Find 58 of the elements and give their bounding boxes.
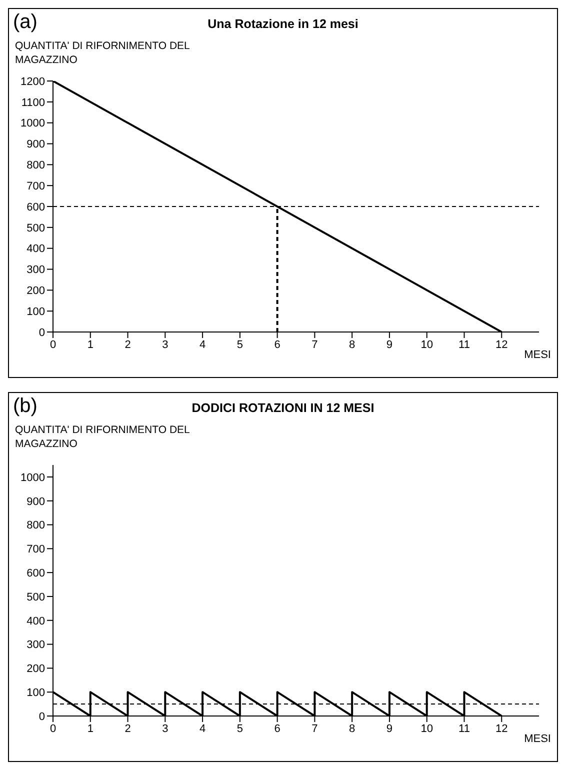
y-tick-label: 600 bbox=[26, 201, 45, 214]
chart-title: DODICI ROTAZIONI IN 12 MESI bbox=[192, 401, 374, 415]
x-axis-title: MESI bbox=[524, 349, 551, 361]
y-tick-label: 800 bbox=[26, 160, 45, 172]
y-tick-label: 100 bbox=[26, 306, 45, 318]
y-axis-title: QUANTITA' DI RIFORNIMENTO DEL MAGAZZINO bbox=[15, 39, 190, 67]
x-tick-label: 11 bbox=[458, 338, 470, 351]
x-tick-label: 1 bbox=[87, 338, 94, 351]
text: (b) bbox=[13, 395, 38, 418]
y-tick-label: 700 bbox=[26, 544, 45, 556]
x-tick-label: 3 bbox=[162, 722, 168, 735]
y-tick-label: 300 bbox=[26, 639, 45, 652]
y-tick-label: 1200 bbox=[20, 76, 45, 88]
y-tick-label: 200 bbox=[26, 285, 45, 298]
chart-title: Una Rotazione in 12 mesi bbox=[208, 17, 358, 31]
x-tick-label: 4 bbox=[199, 338, 206, 351]
y-tick-label: 500 bbox=[26, 591, 45, 604]
y-axis-title: QUANTITA' DI RIFORNIMENTO DEL MAGAZZINO bbox=[15, 423, 190, 451]
x-axis-title: MESI bbox=[524, 733, 551, 745]
x-tick-label: 7 bbox=[312, 338, 318, 351]
y-tick-label: 200 bbox=[26, 663, 45, 676]
x-tick-label: 6 bbox=[274, 338, 280, 351]
x-tick-label: 9 bbox=[386, 338, 393, 351]
text: (a) bbox=[13, 11, 38, 34]
y-tick-label: 600 bbox=[26, 567, 45, 580]
x-tick-label: 2 bbox=[124, 722, 131, 735]
x-tick-label: 7 bbox=[312, 722, 318, 735]
y-tick-label: 100 bbox=[26, 687, 45, 699]
x-tick-label: 0 bbox=[50, 338, 56, 351]
x-tick-label: 12 bbox=[495, 722, 508, 735]
x-tick-label: 10 bbox=[420, 722, 433, 735]
x-tick-label: 3 bbox=[162, 338, 168, 351]
x-tick-label: 2 bbox=[124, 338, 131, 351]
x-tick-label: 0 bbox=[50, 722, 56, 735]
y-tick-label: 900 bbox=[26, 138, 45, 151]
x-tick-label: 11 bbox=[458, 722, 470, 735]
y-tick-label: 500 bbox=[26, 222, 45, 234]
y-tick-label: 900 bbox=[26, 496, 45, 508]
y-tick-label: 400 bbox=[26, 243, 45, 256]
x-tick-label: 6 bbox=[274, 722, 280, 735]
y-tick-label: 800 bbox=[26, 520, 45, 532]
y-tick-label: 0 bbox=[38, 710, 45, 723]
x-tick-label: 1 bbox=[87, 722, 94, 735]
x-tick-label: 9 bbox=[386, 722, 393, 735]
y-tick-label: 1000 bbox=[20, 118, 45, 130]
y-tick-label: 700 bbox=[26, 180, 45, 192]
x-tick-label: 8 bbox=[349, 338, 356, 351]
y-tick-label: 1000 bbox=[20, 472, 45, 484]
y-tick-label: 400 bbox=[26, 615, 45, 628]
x-tick-label: 5 bbox=[236, 722, 243, 735]
y-tick-label: 1100 bbox=[21, 96, 45, 109]
y-tick-label: 0 bbox=[38, 326, 45, 339]
y-tick-label: 300 bbox=[26, 264, 45, 276]
x-tick-label: 4 bbox=[199, 722, 206, 735]
x-tick-label: 10 bbox=[420, 338, 433, 351]
x-tick-label: 5 bbox=[236, 338, 243, 351]
x-tick-label: 8 bbox=[349, 722, 356, 735]
x-tick-label: 12 bbox=[495, 338, 508, 351]
